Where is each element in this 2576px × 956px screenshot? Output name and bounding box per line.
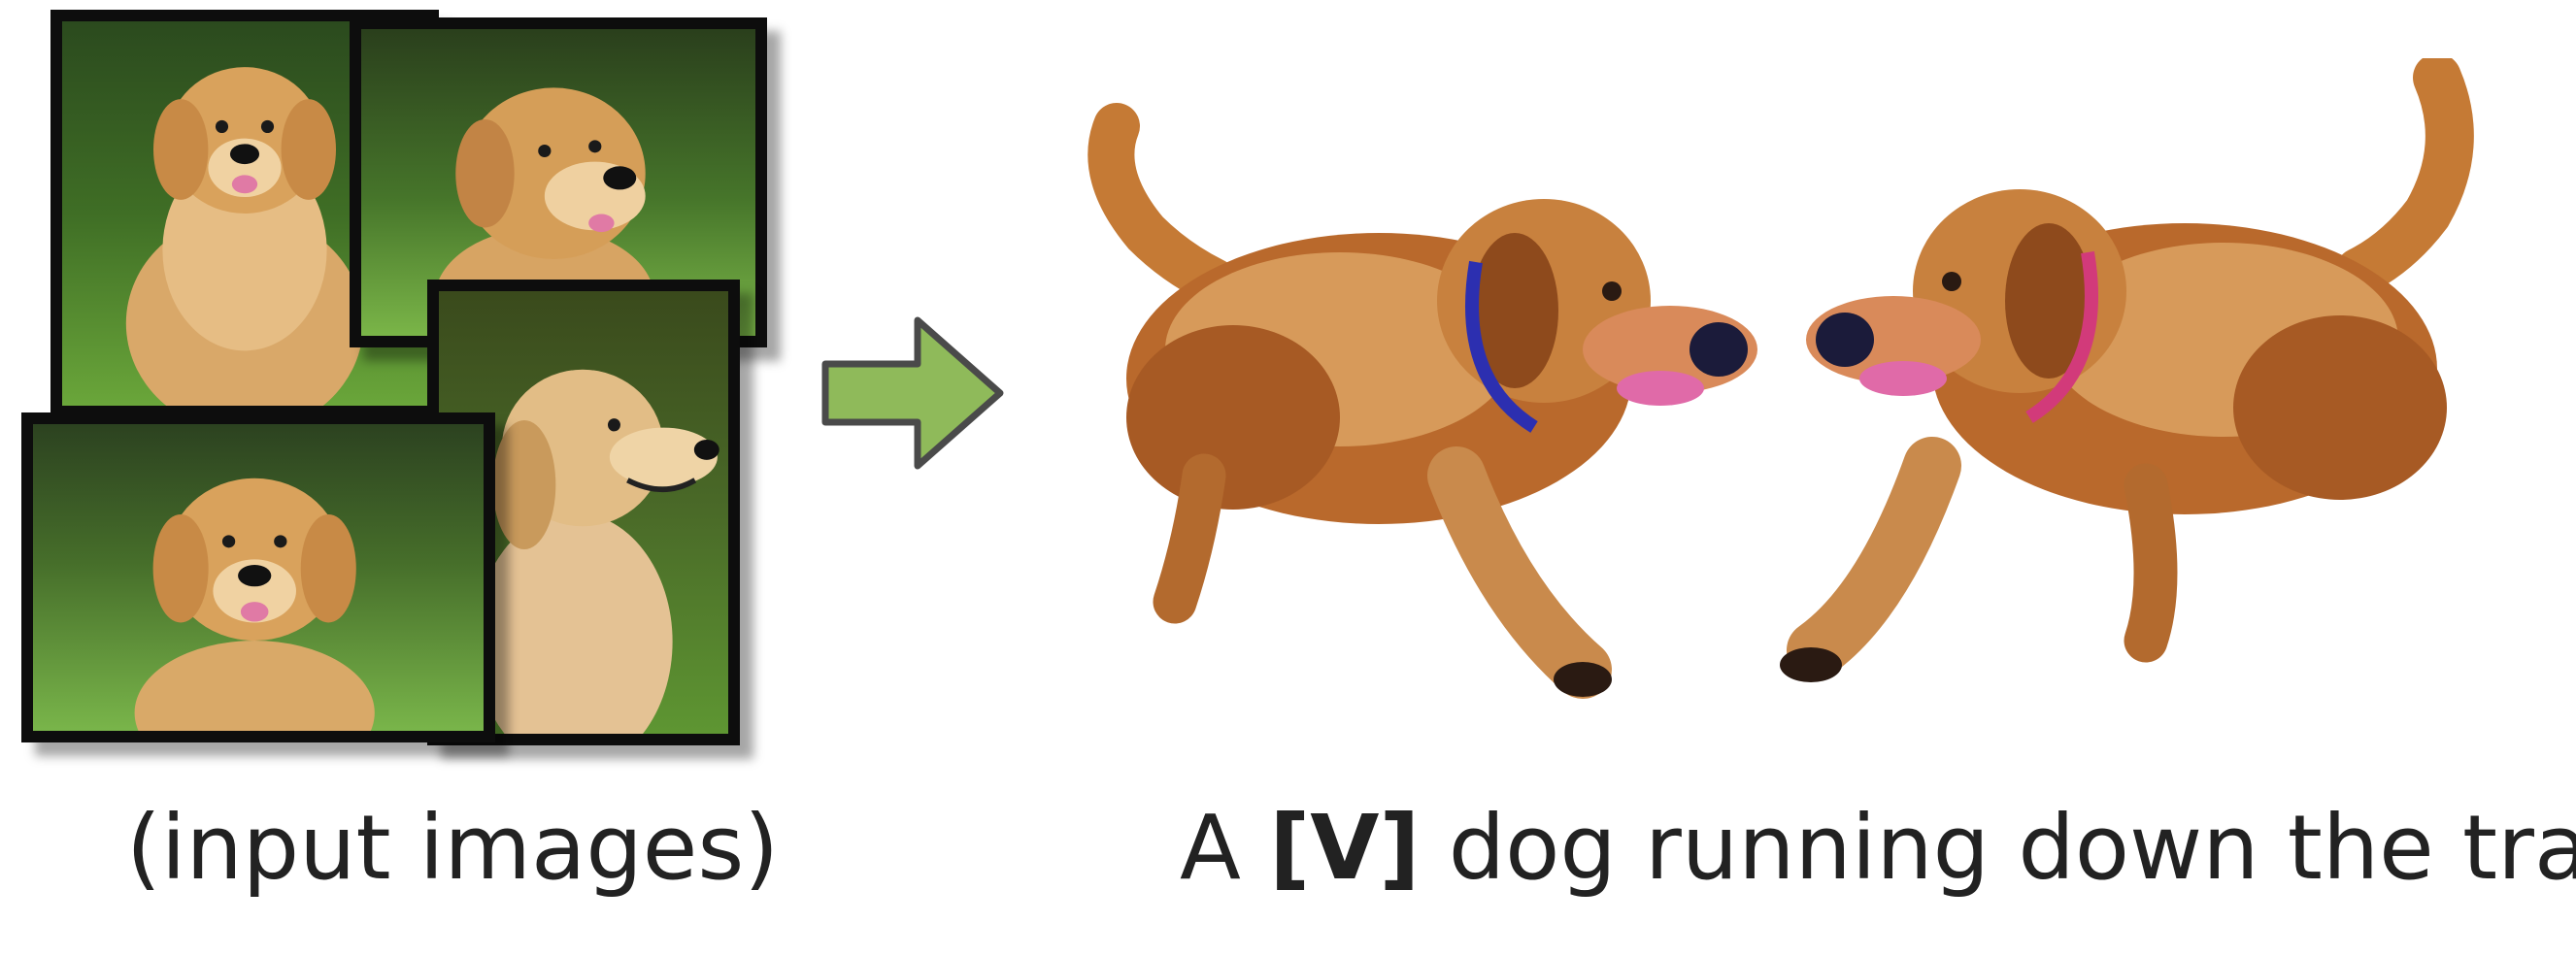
prompt-token: [V]: [1269, 796, 1421, 900]
input-images-stack: [0, 0, 874, 776]
rendered-dog-right: [1087, 58, 1923, 718]
input-photo-dog-front: [21, 412, 495, 742]
prompt-caption: A [V] dog running down the track.: [1180, 796, 2576, 900]
right-arrow-icon: [816, 311, 1010, 476]
rendered-dog-left: [1641, 53, 2476, 718]
input-photo-sitting-dog: [50, 10, 439, 417]
prompt-suffix: dog running down the track.: [1448, 796, 2576, 900]
prompt-prefix: A: [1180, 796, 1270, 900]
input-images-caption: (input images): [126, 796, 780, 900]
